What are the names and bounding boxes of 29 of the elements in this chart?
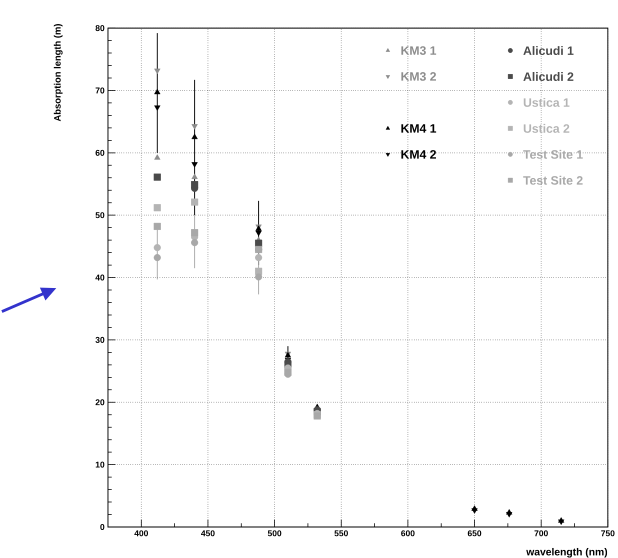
y-tick-label: 80 bbox=[96, 25, 104, 32]
x-axis-title: wavelength (nm) bbox=[526, 548, 608, 558]
x-tick-label: 450 bbox=[201, 530, 215, 537]
y-tick-label: 60 bbox=[96, 150, 104, 156]
legend-label: Test Site 1 bbox=[523, 150, 583, 160]
legend-label: Test Site 2 bbox=[523, 176, 583, 185]
legend-label: KM3 2 bbox=[401, 72, 436, 82]
legend-label: Alicudi 2 bbox=[523, 72, 574, 82]
legend-label: KM3 1 bbox=[401, 46, 436, 56]
legend-label: KM4 1 bbox=[401, 124, 436, 133]
y-tick-label: 10 bbox=[96, 462, 104, 468]
y-tick-label: 30 bbox=[95, 337, 104, 344]
x-tick-label: 600 bbox=[401, 530, 415, 537]
y-axis-title: Absorption length (m) bbox=[54, 24, 63, 122]
legend-label: Alicudi 1 bbox=[523, 46, 574, 56]
y-tick-label: 50 bbox=[96, 212, 104, 218]
y-tick-label: 70 bbox=[96, 88, 104, 94]
y-tick-label: 20 bbox=[96, 400, 104, 406]
legend-label: KM4 2 bbox=[401, 150, 436, 159]
x-tick-label: 750 bbox=[601, 530, 615, 537]
x-tick-label: 550 bbox=[334, 530, 348, 537]
legend-label: Ustica 1 bbox=[524, 98, 570, 108]
legend-label: Ustica 2 bbox=[524, 124, 570, 134]
x-tick-label: 650 bbox=[468, 530, 482, 537]
y-tick-label: 0 bbox=[100, 524, 104, 530]
x-tick-label: 400 bbox=[134, 530, 148, 537]
x-tick-label: 700 bbox=[534, 530, 548, 537]
x-tick-label: 500 bbox=[268, 530, 282, 537]
y-tick-label: 40 bbox=[95, 274, 104, 281]
